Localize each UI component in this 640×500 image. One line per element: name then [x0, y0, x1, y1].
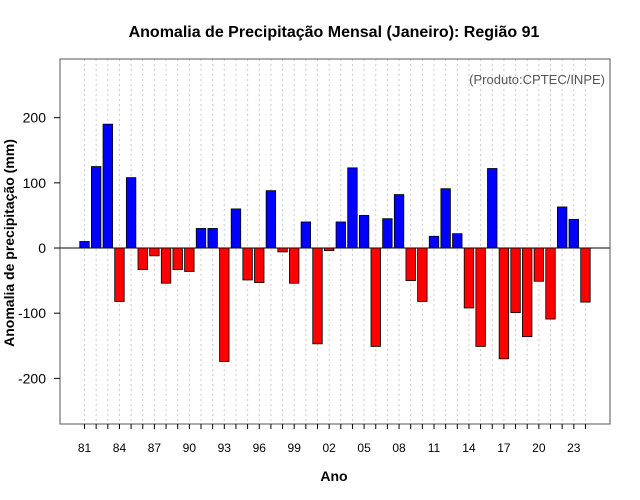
- bar-96: [254, 247, 265, 283]
- x-tick-label-87: 87: [148, 441, 162, 455]
- x-tick-label-14: 14: [462, 441, 476, 455]
- plot-frame: [59, 58, 611, 425]
- bar-95: [242, 247, 253, 281]
- bar-07: [382, 218, 393, 249]
- bar-81: [79, 241, 90, 249]
- x-tick-label-02: 02: [322, 441, 336, 455]
- chart-title: Anomalia de Precipitação Mensal (Janeiro…: [129, 24, 540, 41]
- bar-09: [405, 247, 416, 282]
- bar-04: [347, 167, 358, 249]
- x-tick-label-99: 99: [288, 441, 302, 455]
- x-tick-label-90: 90: [183, 441, 197, 455]
- bar-08: [393, 194, 405, 249]
- bar-23: [568, 218, 579, 249]
- x-tick-label-20: 20: [532, 441, 546, 455]
- bar-14: [463, 247, 475, 309]
- bar-91: [195, 228, 207, 249]
- bar-84: [114, 247, 125, 302]
- x-axis: 81 84 87 90 93 96 99 02 05 08 11 14 17 20 23: [78, 424, 586, 455]
- y-tick-label--200: -200: [18, 370, 46, 386]
- bar-98: [277, 247, 288, 253]
- bar-01: [312, 247, 323, 345]
- bar-24: [580, 247, 591, 303]
- bar-99: [289, 247, 300, 284]
- x-tick-label-84: 84: [113, 441, 127, 455]
- y-axis-label: Anomalia de precipitação (mm): [1, 139, 17, 347]
- x-tick-label-05: 05: [357, 441, 371, 455]
- bar-00: [300, 221, 312, 249]
- bar-19: [522, 247, 533, 338]
- bar-94: [230, 208, 242, 249]
- y-tick-label-0: 0: [38, 240, 46, 256]
- bar-82: [91, 166, 102, 249]
- bars: [79, 123, 591, 362]
- bar-88: [160, 247, 172, 284]
- bar-21: [545, 247, 556, 320]
- bar-83: [102, 123, 113, 249]
- x-tick-label-08: 08: [392, 441, 406, 455]
- bar-93: [219, 247, 230, 362]
- bar-97: [265, 190, 277, 249]
- bar-11: [428, 235, 440, 249]
- y-tick-label--100: -100: [18, 305, 46, 321]
- bar-02: [323, 247, 335, 252]
- x-tick-label-17: 17: [497, 441, 511, 455]
- y-tick-label-200: 200: [23, 110, 47, 126]
- source-annotation: (Produto:CPTEC/INPE): [469, 72, 605, 87]
- bar-03: [335, 221, 346, 249]
- bar-89: [172, 247, 183, 270]
- bar-87: [149, 247, 160, 257]
- bar-06: [370, 247, 381, 347]
- bar-05: [358, 215, 370, 249]
- y-axis: -200 -100 0 100 200: [18, 110, 60, 386]
- bar-12: [440, 188, 451, 249]
- x-tick-label-81: 81: [78, 441, 92, 455]
- y-tick-label-100: 100: [23, 175, 47, 191]
- x-tick-label-11: 11: [428, 441, 441, 455]
- bar-16: [487, 168, 498, 249]
- bar-90: [184, 247, 195, 272]
- bar-18: [510, 247, 521, 313]
- bar-20: [533, 247, 544, 282]
- x-tick-label-96: 96: [253, 441, 267, 455]
- bar-15: [475, 247, 486, 347]
- grid: [84, 59, 586, 424]
- x-axis-label: Ano: [320, 468, 347, 484]
- bar-86: [137, 247, 148, 270]
- bar-22: [557, 206, 568, 249]
- x-tick-label-23: 23: [567, 441, 581, 455]
- bar-10: [417, 247, 428, 302]
- bar-85: [125, 177, 137, 249]
- bar-92: [207, 228, 218, 249]
- bar-17: [498, 247, 510, 360]
- bar-13: [452, 233, 463, 249]
- x-tick-label-93: 93: [218, 441, 232, 455]
